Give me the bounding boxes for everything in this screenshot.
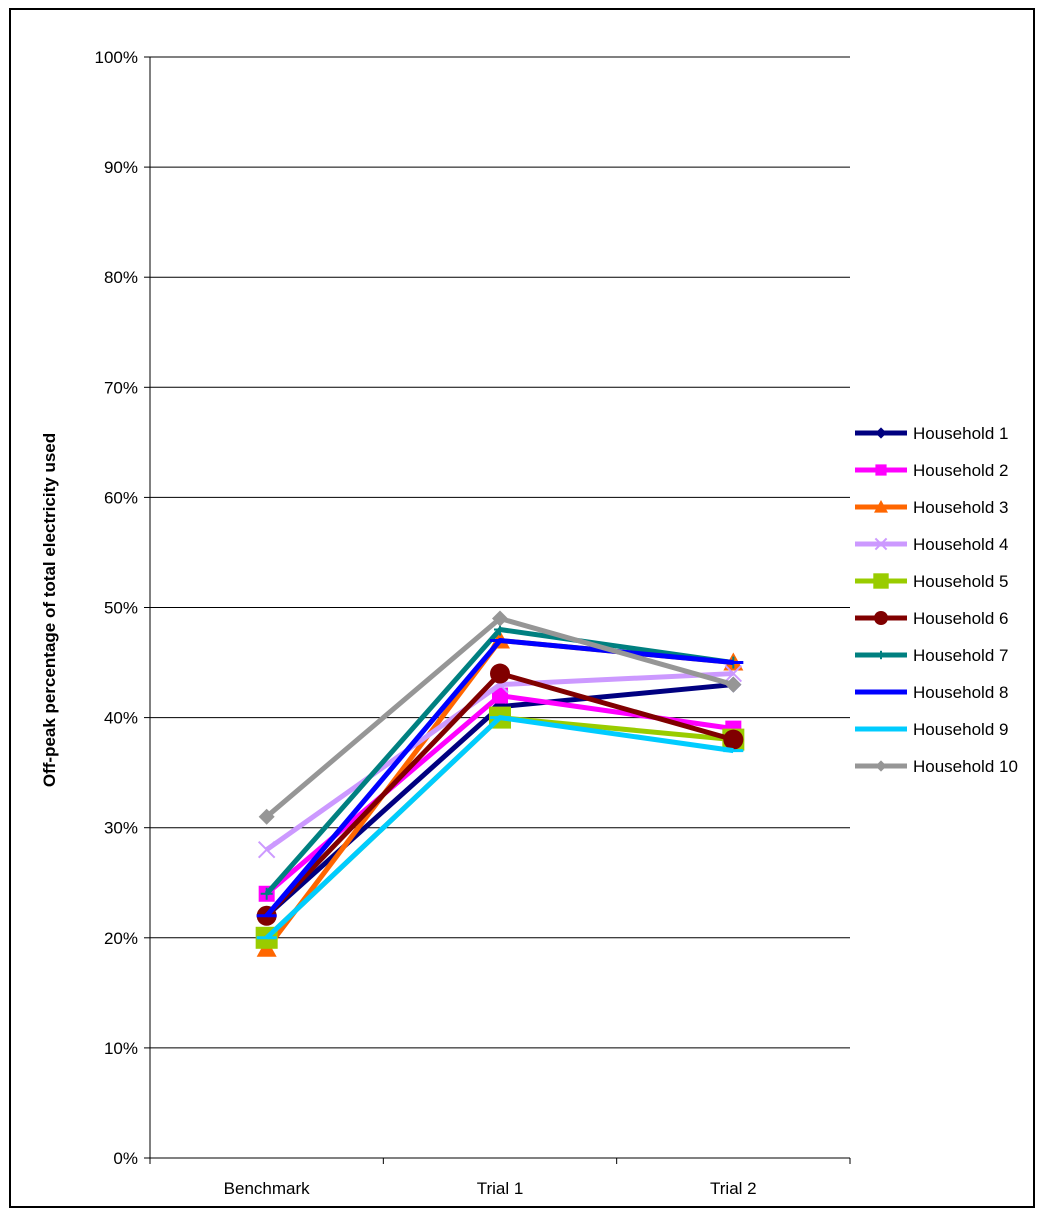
series-household-8 bbox=[256, 638, 744, 918]
y-tick-label: 100% bbox=[95, 48, 138, 67]
marker-diamond bbox=[875, 760, 887, 772]
marker-diamond bbox=[875, 427, 887, 439]
data-point bbox=[492, 687, 508, 704]
y-tick-label: 50% bbox=[104, 599, 138, 618]
legend-item: Household 4 bbox=[855, 535, 1008, 554]
legend-item: Household 10 bbox=[855, 757, 1018, 776]
y-tick-label: 10% bbox=[104, 1039, 138, 1058]
x-tick-label: Trial 1 bbox=[477, 1179, 524, 1198]
marker-circle bbox=[723, 729, 744, 750]
series-household-6 bbox=[256, 663, 744, 926]
legend-item: Household 1 bbox=[855, 424, 1008, 443]
marker-diamond bbox=[492, 610, 508, 627]
data-point bbox=[258, 808, 275, 825]
legend-label: Household 2 bbox=[913, 461, 1008, 480]
marker-circle bbox=[874, 611, 888, 625]
marker-x bbox=[874, 537, 888, 551]
data-point bbox=[257, 841, 276, 859]
data-point bbox=[260, 887, 273, 900]
data-point bbox=[725, 676, 742, 693]
data-point bbox=[492, 610, 508, 627]
legend-label: Household 5 bbox=[913, 572, 1008, 591]
marker-square bbox=[875, 464, 887, 476]
data-point bbox=[490, 663, 510, 684]
marker-x bbox=[257, 841, 276, 859]
legend-label: Household 9 bbox=[913, 720, 1008, 739]
marker-circle bbox=[490, 663, 510, 684]
y-tick-label: 20% bbox=[104, 929, 138, 948]
legend-label: Household 8 bbox=[913, 683, 1008, 702]
marker-square bbox=[492, 687, 508, 704]
x-tick-label: Trial 2 bbox=[710, 1179, 757, 1198]
y-tick-label: 40% bbox=[104, 709, 138, 728]
marker-x bbox=[724, 664, 743, 683]
marker-triangle bbox=[874, 500, 888, 513]
legend-label: Household 7 bbox=[913, 646, 1008, 665]
legend-label: Household 1 bbox=[913, 424, 1008, 443]
marker-square bbox=[873, 573, 889, 589]
legend-item: Household 3 bbox=[855, 498, 1008, 517]
axes bbox=[144, 56, 851, 1164]
legend-label: Household 10 bbox=[913, 757, 1018, 776]
y-tick-label: 30% bbox=[104, 819, 138, 838]
series-household-10 bbox=[258, 610, 742, 825]
x-tick-label: Benchmark bbox=[224, 1179, 310, 1198]
y-tick-label: 0% bbox=[113, 1149, 138, 1168]
y-tick-label: 60% bbox=[104, 488, 138, 507]
x-tick-labels: Benchmark Trial 1 Trial 2 bbox=[224, 1179, 757, 1198]
y-tick-label: 80% bbox=[104, 268, 138, 287]
legend-label: Household 4 bbox=[913, 535, 1008, 554]
y-axis-label: Off-peak percentage of total electricity… bbox=[40, 433, 59, 787]
legend-item: Household 5 bbox=[855, 572, 1008, 591]
series-household-9 bbox=[256, 715, 744, 940]
gridlines bbox=[150, 56, 850, 1049]
legend: Household 1 Household 2 Household 3 Househo… bbox=[855, 424, 1018, 776]
legend-label: Household 6 bbox=[913, 609, 1008, 628]
y-tick-label: 90% bbox=[104, 158, 138, 177]
legend-item: Household 7 bbox=[855, 646, 1008, 665]
data-point bbox=[724, 664, 743, 683]
legend-item: Household 9 bbox=[855, 720, 1008, 739]
marker-diamond bbox=[258, 808, 275, 825]
legend-item: Household 8 bbox=[855, 683, 1008, 702]
legend-item: Household 2 bbox=[855, 461, 1008, 480]
data-point bbox=[723, 729, 744, 750]
y-tick-labels: 0% 10% 20% 30% 40% 50% 60% 70% 80% 90% 100% bbox=[95, 48, 138, 1168]
legend-label: Household 3 bbox=[913, 498, 1008, 517]
series-group bbox=[255, 610, 745, 957]
legend-item: Household 6 bbox=[855, 609, 1008, 628]
marker-diamond bbox=[725, 676, 742, 693]
y-tick-label: 70% bbox=[104, 378, 138, 397]
